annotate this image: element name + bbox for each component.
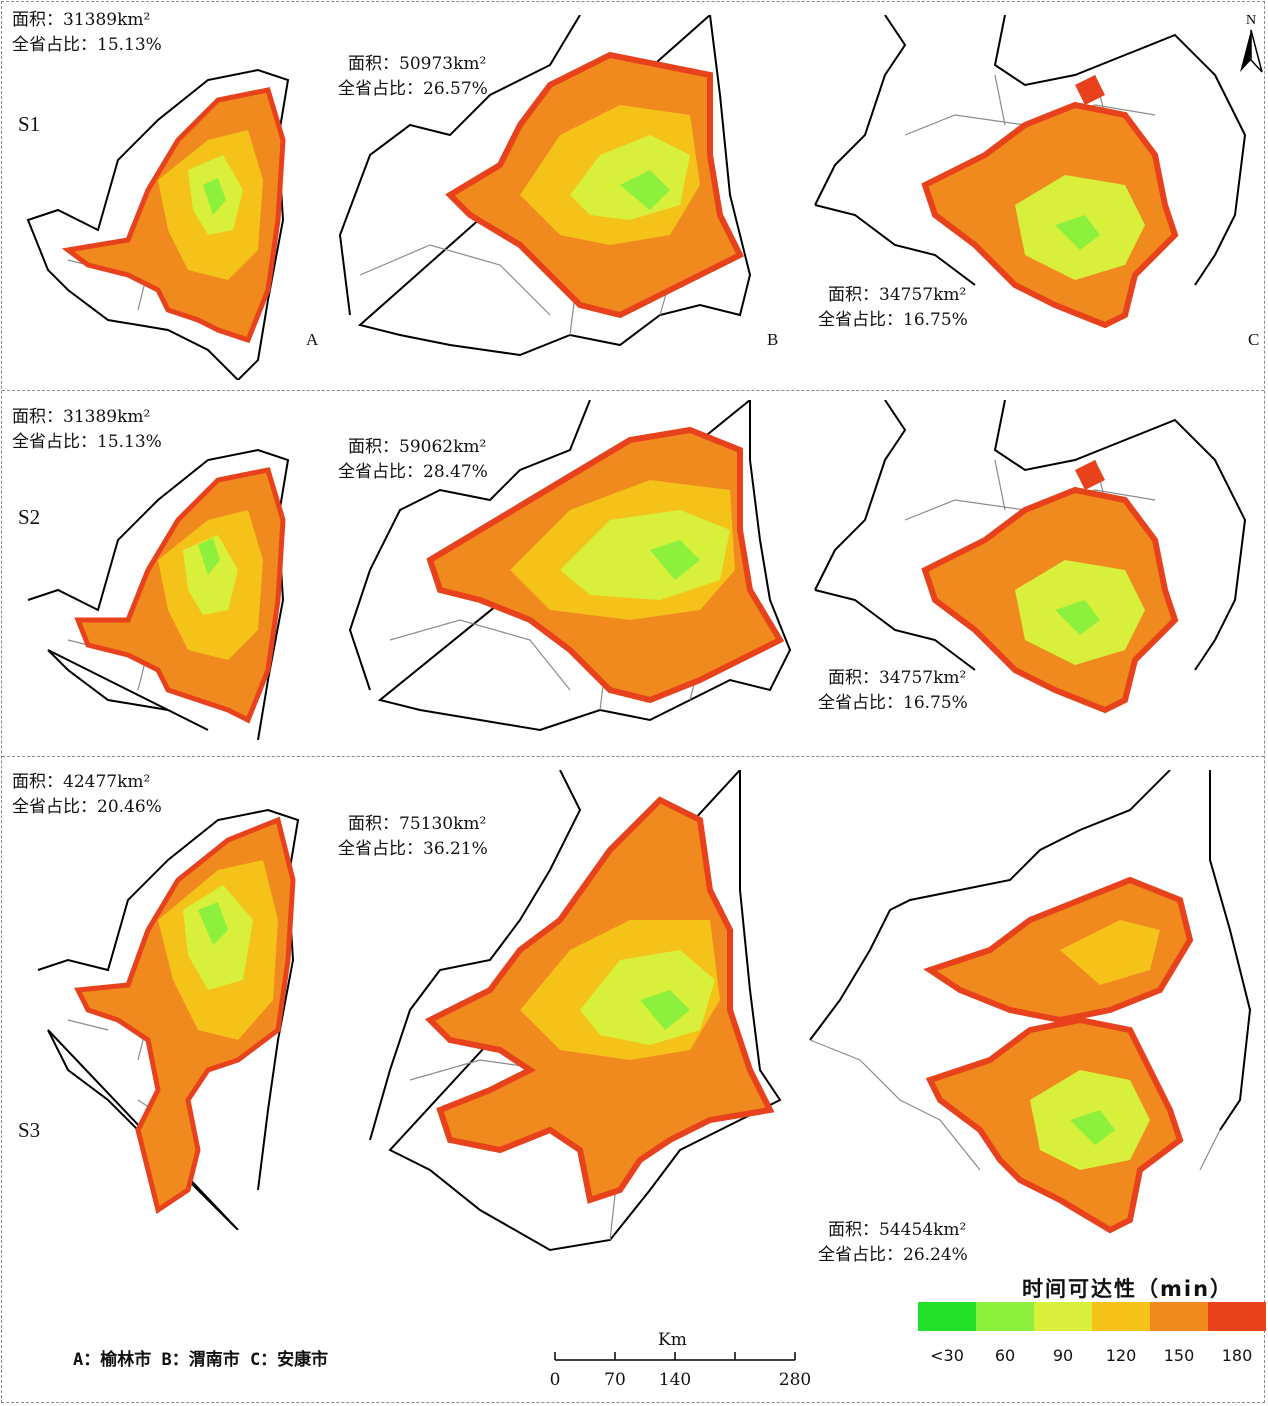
legend-tick-label: 120 — [1105, 1346, 1137, 1365]
map-panel-yulin-s2 — [8, 410, 308, 750]
legend-tick-label: 180 — [1221, 1346, 1253, 1365]
map-panel-weinan-s1 — [320, 15, 760, 380]
legend-ticks: <30 60 90 120 150 180 — [918, 1346, 1266, 1370]
area-label-s3-b: 面积：75130km² 全省占比：36.21% — [338, 814, 488, 859]
scenario-label-s2: S2 — [18, 505, 41, 529]
row-separator — [2, 756, 1264, 757]
legend-swatch — [918, 1302, 976, 1331]
cities-note: A：榆林市 B：渭南市 C：安康市 — [73, 1350, 329, 1370]
scale-tick: 140 — [658, 1370, 692, 1390]
scale-tick: 0 — [549, 1370, 561, 1390]
area-label-s3-c: 面积：54454km² 全省占比：26.24% — [818, 1220, 968, 1265]
map-panel-ankang-s2 — [795, 400, 1255, 750]
legend-tick-label: <30 — [930, 1346, 964, 1365]
map-panel-weinan-s2 — [330, 400, 800, 750]
scale-bar — [554, 1352, 796, 1361]
legend-swatch — [1150, 1302, 1208, 1331]
scenario-label-s3: S3 — [18, 1118, 41, 1142]
panel-letter-b: B — [767, 330, 779, 349]
scale-tick: 280 — [778, 1370, 812, 1390]
row-separator — [2, 390, 1264, 391]
area-label-s3-a: 面积：42477km² 全省占比：20.46% — [12, 772, 162, 817]
legend-swatch — [976, 1302, 1034, 1331]
scale-unit: Km — [658, 1330, 687, 1350]
area-label-s1-c: 面积：34757km² 全省占比：16.75% — [818, 285, 968, 330]
legend-tick-label: 60 — [994, 1346, 1016, 1365]
legend-title: 时间可达性（min） — [1022, 1277, 1234, 1301]
map-panel-yulin-s1 — [8, 20, 308, 380]
map-panel-ankang-s3 — [800, 770, 1260, 1250]
legend-color-bar — [918, 1302, 1266, 1331]
area-label-s2-c: 面积：34757km² 全省占比：16.75% — [818, 668, 968, 713]
area-label-s2-a: 面积：31389km² 全省占比：15.13% — [12, 407, 162, 452]
legend-tick-label: 150 — [1163, 1346, 1195, 1365]
area-label-s1-b: 面积：50973km² 全省占比：26.57% — [338, 54, 488, 99]
north-label: N — [1246, 13, 1256, 28]
map-panel-yulin-s3 — [8, 770, 308, 1230]
legend-swatch — [1092, 1302, 1150, 1331]
legend-swatch — [1208, 1302, 1266, 1331]
scale-tick: 70 — [604, 1370, 626, 1390]
map-panel-ankang-s1 — [795, 15, 1255, 380]
scenario-label-s1: S1 — [18, 112, 41, 136]
north-arrow-icon: N — [1236, 10, 1266, 76]
map-panel-weinan-s3 — [350, 770, 790, 1270]
legend-tick-label: 90 — [1052, 1346, 1074, 1365]
panel-letter-c: C — [1248, 330, 1260, 349]
area-label-s1-a: 面积：31389km² 全省占比：15.13% — [12, 10, 162, 55]
panel-letter-a: A — [306, 330, 319, 349]
legend-swatch — [1034, 1302, 1092, 1331]
area-label-s2-b: 面积：59062km² 全省占比：28.47% — [338, 437, 488, 482]
